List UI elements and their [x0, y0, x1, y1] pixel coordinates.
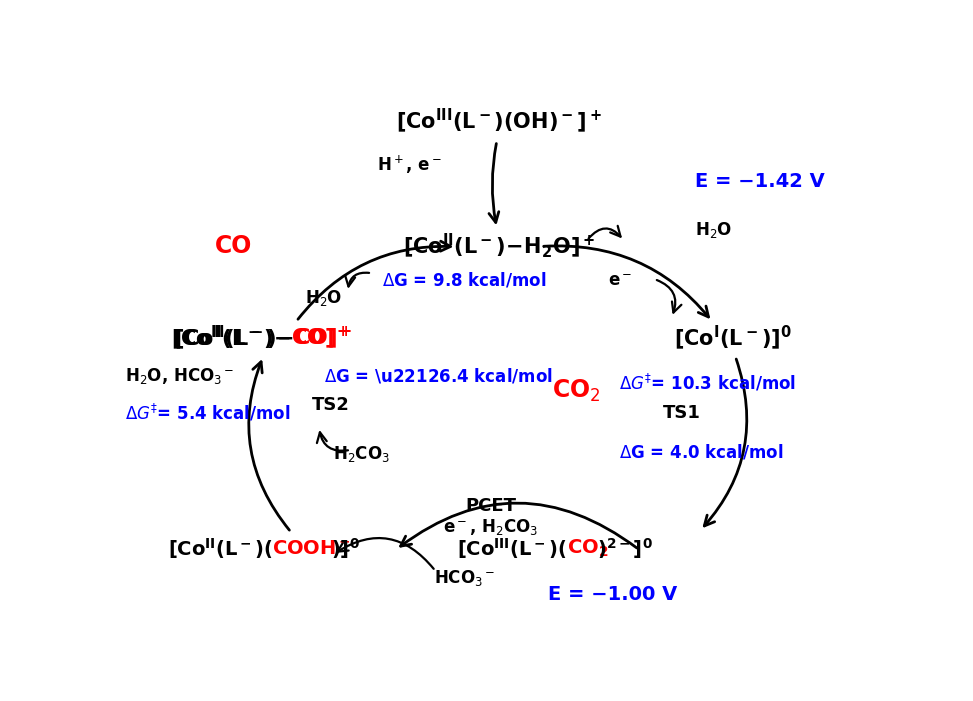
- FancyArrowPatch shape: [589, 226, 621, 238]
- Text: E = −1.00 V: E = −1.00 V: [548, 585, 677, 604]
- Text: HCO$_3$$^-$: HCO$_3$$^-$: [434, 568, 495, 588]
- Text: e$^-$: e$^-$: [608, 272, 632, 290]
- FancyArrowPatch shape: [489, 144, 499, 222]
- Text: TS1: TS1: [663, 404, 701, 423]
- Text: H$_2$O: H$_2$O: [695, 220, 732, 240]
- FancyArrowPatch shape: [704, 359, 747, 526]
- Text: $\Delta G^\ddag$= 10.3 kcal/mol: $\Delta G^\ddag$= 10.3 kcal/mol: [620, 372, 797, 393]
- Text: $\bf{CO]^+}$: $\bf{CO]^+}$: [291, 325, 349, 351]
- Text: E = −1.42 V: E = −1.42 V: [695, 172, 824, 191]
- Text: $\Delta G^\ddag$= 5.4 kcal/mol: $\Delta G^\ddag$= 5.4 kcal/mol: [126, 403, 291, 424]
- Text: $\Delta$G = 4.0 kcal/mol: $\Delta$G = 4.0 kcal/mol: [620, 443, 784, 462]
- FancyArrowPatch shape: [401, 503, 637, 548]
- Text: $\bf{)]^0}$: $\bf{)]^0}$: [331, 536, 360, 561]
- Text: PCET: PCET: [466, 497, 517, 515]
- Text: H$_2$CO$_3$: H$_2$CO$_3$: [333, 444, 390, 464]
- Text: $\bf{CO_2}$: $\bf{CO_2}$: [566, 538, 608, 559]
- Text: H$_2$O: H$_2$O: [305, 288, 342, 308]
- Text: TS2: TS2: [311, 396, 349, 414]
- FancyArrowPatch shape: [657, 280, 681, 313]
- FancyArrowPatch shape: [317, 433, 348, 451]
- Text: $\bf{)^{2-}]^0}$: $\bf{)^{2-}]^0}$: [596, 536, 653, 561]
- Text: $\Delta$G = \u22126.4 kcal/mol: $\Delta$G = \u22126.4 kcal/mol: [324, 366, 553, 385]
- FancyArrowPatch shape: [544, 246, 708, 317]
- Text: $\bf{[Co^I(L^-)]^0}$: $\bf{[Co^I(L^-)]^0}$: [673, 324, 791, 352]
- Text: $\bf{COOH^-}$: $\bf{COOH^-}$: [272, 539, 351, 558]
- FancyArrowPatch shape: [249, 362, 289, 530]
- FancyArrowPatch shape: [345, 273, 369, 287]
- Text: $\Delta$G = 9.8 kcal/mol: $\Delta$G = 9.8 kcal/mol: [381, 270, 546, 289]
- Text: CO$_2$: CO$_2$: [552, 378, 600, 404]
- Text: $\bf{[Co^{III}(L^-)(}$: $\bf{[Co^{III}(L^-)(}$: [457, 536, 566, 561]
- Text: $\bf{[Co^{II}(L^-)\!-\!}$: $\bf{[Co^{II}(L^-)\!-\!}$: [171, 324, 291, 352]
- Text: $\bf{[Co^{III}(L^-)(OH)^-]^+}$: $\bf{[Co^{III}(L^-)(OH)^-]^+}$: [396, 106, 601, 135]
- Text: $\bf{[Co^{II}(L^-)\!-\!}$: $\bf{[Co^{II}(L^-)\!-\!}$: [173, 324, 294, 352]
- Text: $\bf{CO]^+}$: $\bf{CO]^+}$: [294, 325, 352, 351]
- FancyArrowPatch shape: [298, 241, 450, 319]
- Text: $\bf{[Co^{II}(L^-)(}$: $\bf{[Co^{II}(L^-)(}$: [168, 536, 272, 561]
- Text: H$_2$O, HCO$_3$$^-$: H$_2$O, HCO$_3$$^-$: [126, 366, 234, 386]
- Text: $\bf{[Co^{II}(L^-)\!-\!H_2O]^+}$: $\bf{[Co^{II}(L^-)\!-\!H_2O]^+}$: [403, 232, 595, 260]
- FancyArrowPatch shape: [338, 538, 434, 569]
- Text: H$^+$, e$^-$: H$^+$, e$^-$: [377, 154, 442, 176]
- Text: CO: CO: [214, 234, 252, 258]
- Text: e$^-$, H$_2$CO$_3$: e$^-$, H$_2$CO$_3$: [444, 517, 539, 537]
